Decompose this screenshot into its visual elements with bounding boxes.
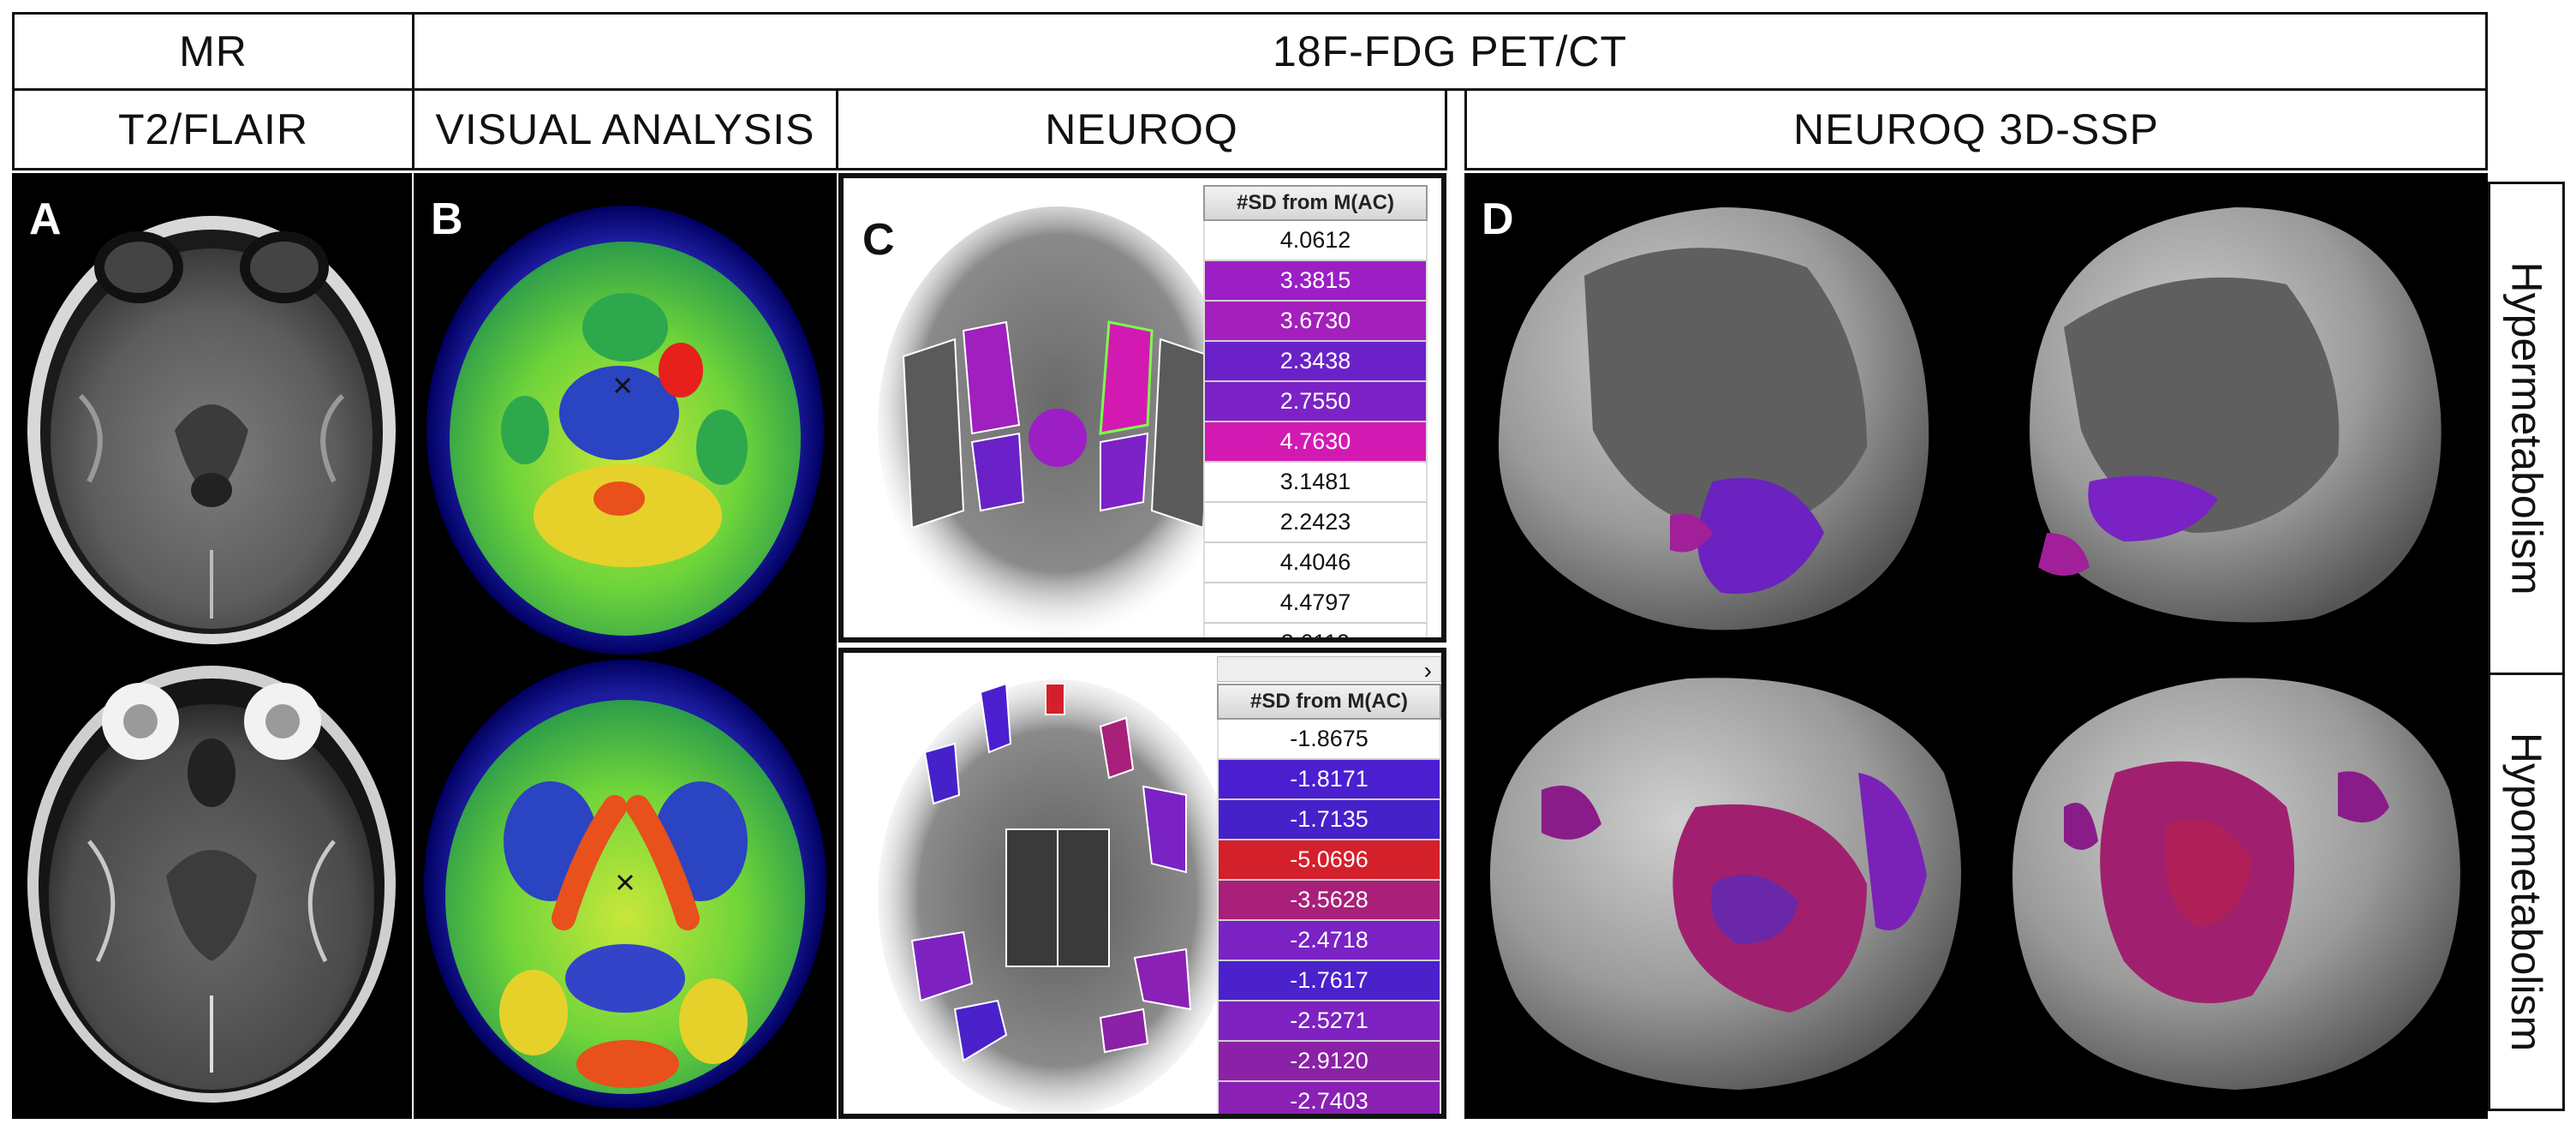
mr-scans-image	[27, 216, 396, 1103]
header-neuroq: NEUROQ	[836, 88, 1447, 170]
sd-table-row: 2.3438	[1203, 342, 1428, 382]
3dssp-brain-renderings	[1490, 207, 2460, 1090]
header-neuroq-3dssp-label: NEUROQ 3D-SSP	[1793, 105, 2159, 153]
header-visual-analysis: VISUAL ANALYSIS	[412, 88, 838, 170]
sd-table-row: -1.7617	[1217, 961, 1441, 1001]
sd-table-row: 4.7630	[1203, 422, 1428, 463]
sd-table-row: -2.5271	[1217, 1001, 1441, 1042]
sd-table-row: 4.4797	[1203, 583, 1428, 624]
header-t2flair-label: T2/FLAIR	[118, 105, 308, 153]
side-label-hypermetabolism: Hypermetabolism	[2488, 182, 2565, 675]
header-neuroq-3dssp: NEUROQ 3D-SSP	[1464, 88, 2488, 170]
table-scroll-arrow[interactable]: ›	[1217, 656, 1441, 684]
neuroq-top-brain-map	[878, 206, 1237, 637]
sd-table-row: -5.0696	[1217, 840, 1441, 881]
sd-table-row: 3.3815	[1203, 261, 1428, 302]
neuroq-top-sd-table: #SD from M(AC) 4.0612 3.3815 3.6730 2.3438 2…	[1203, 185, 1428, 637]
header-mr-label: MR	[179, 27, 247, 75]
header-mr: MR	[12, 12, 414, 91]
sd-table-row: 4.0612	[1203, 221, 1428, 261]
neuroq-bottom-sd-table: #SD from M(AC) -1.8675 -1.8171 -1.7135 -5.0…	[1217, 684, 1441, 1114]
sd-table-row: -1.7135	[1217, 800, 1441, 840]
panel-letter-d: D	[1482, 194, 1514, 244]
sd-table-row: 3.6730	[1203, 302, 1428, 342]
header-pet-label: 18F-FDG PET/CT	[1272, 27, 1628, 75]
side-label-hypo-text: Hypometabolism	[2502, 732, 2550, 1052]
sd-table-row: 2.2423	[1203, 503, 1428, 543]
panel-letter-c: C	[862, 215, 895, 265]
header-t2flair: T2/FLAIR	[12, 88, 414, 170]
sd-table-row: -2.7403	[1217, 1082, 1441, 1114]
neuroq-bottom-brain-map	[878, 679, 1237, 1114]
sd-table-row: -2.4718	[1217, 921, 1441, 961]
pet-scans-image	[424, 206, 826, 1109]
sd-table-row: 2.7550	[1203, 382, 1428, 422]
sd-table-row: -2.9120	[1217, 1042, 1441, 1082]
panel-b-visual-analysis: B	[414, 173, 837, 1119]
sd-table-row: -1.8675	[1217, 720, 1441, 760]
sd-table-row: -3.5628	[1217, 881, 1441, 921]
panel-c-neuroq-top: #SD from M(AC) 4.0612 3.3815 3.6730 2.3438 2…	[838, 173, 1446, 643]
sd-table-row: 3.1481	[1203, 463, 1428, 503]
sd-table-header-bottom: #SD from M(AC)	[1217, 684, 1441, 720]
sd-table-row: 4.4046	[1203, 543, 1428, 583]
panel-d-neuroq-3dssp: D	[1464, 173, 2488, 1119]
side-label-hypometabolism: Hypometabolism	[2488, 673, 2565, 1111]
sd-table-row: 3.6119	[1203, 624, 1428, 637]
header-visual-analysis-label: VISUAL ANALYSIS	[435, 105, 815, 153]
side-label-hyper-text: Hypermetabolism	[2502, 261, 2551, 595]
header-neuroq-label: NEUROQ	[1045, 105, 1238, 153]
sd-table-row: -1.8171	[1217, 760, 1441, 800]
header-pet: 18F-FDG PET/CT	[412, 12, 2488, 91]
panel-a-mr: A	[12, 173, 412, 1119]
sd-table-header: #SD from M(AC)	[1203, 185, 1428, 221]
panel-c-neuroq-bottom: › #SD from M(AC) -1.8675 -1.8171 -1.7135 -5…	[838, 648, 1446, 1119]
panel-letter-b: B	[431, 194, 463, 244]
panel-letter-a: A	[29, 194, 62, 244]
